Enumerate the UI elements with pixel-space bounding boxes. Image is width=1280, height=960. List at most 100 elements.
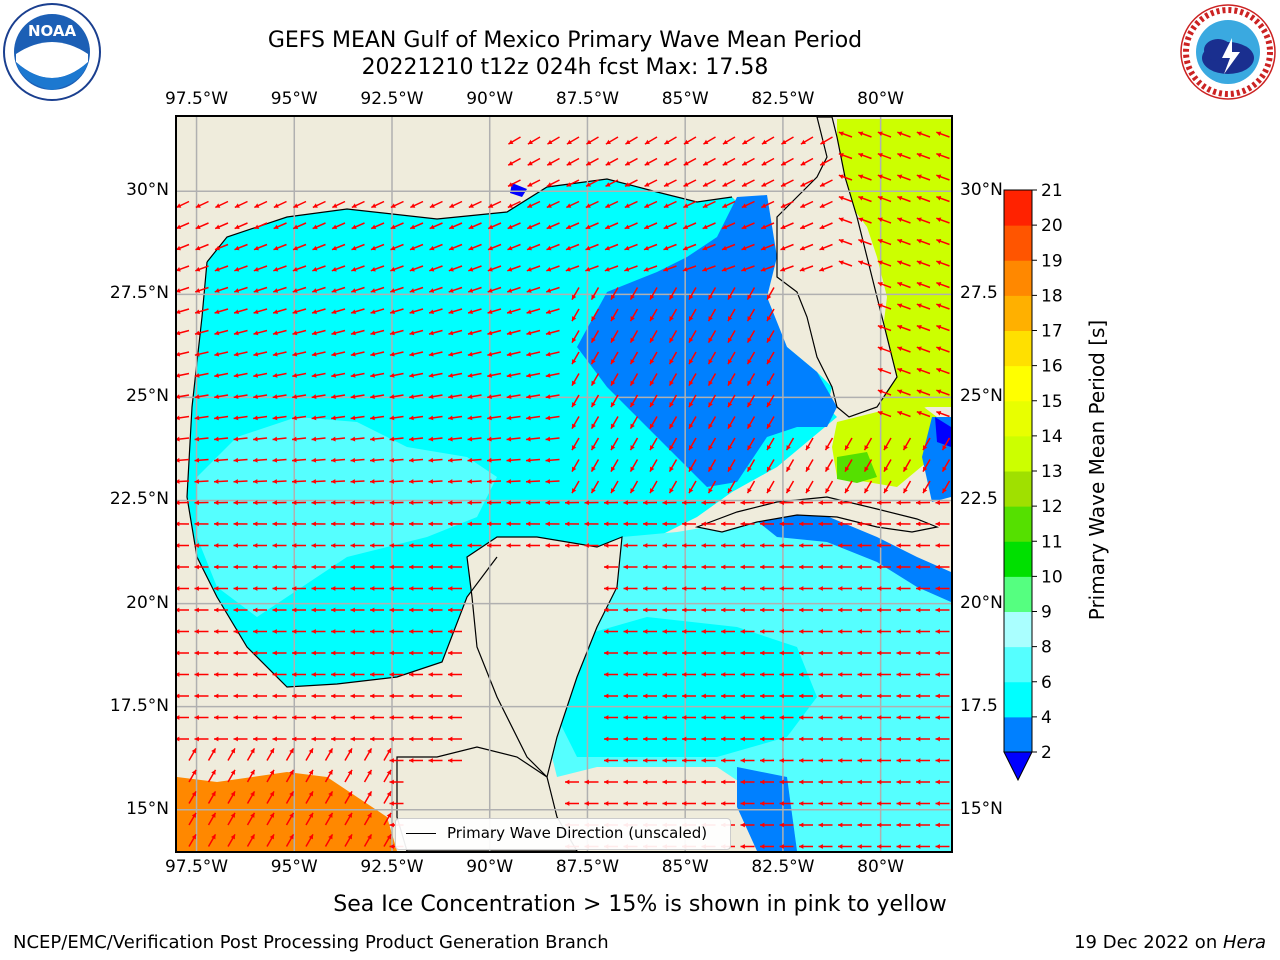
wave-arrow-head [650, 402, 655, 408]
wave-arrow-head [177, 500, 180, 506]
wave-arrow-head [308, 748, 313, 754]
wave-arrow-head [586, 139, 592, 145]
wave-arrow-head [448, 394, 453, 399]
wave-arrow-head [923, 488, 928, 494]
wave-arrow-head [630, 445, 635, 451]
wave-arrow-head [347, 748, 352, 754]
wave-arrow-head [722, 139, 728, 145]
wave-arrow-head [254, 245, 259, 251]
wave-arrow-head [857, 801, 862, 806]
wave-arrow-head [682, 758, 687, 763]
wave-arrow-head [767, 337, 772, 343]
wave-arrow-head [253, 500, 258, 506]
wave-arrow-head [689, 359, 694, 365]
wave-arrow-head [591, 337, 596, 343]
wave-arrow-head [819, 245, 825, 251]
wave-arrow-head [311, 650, 316, 656]
wave-arrow-head [664, 161, 670, 166]
wave-arrow-head [545, 373, 551, 378]
wave-arrow-head [347, 834, 352, 840]
wave-arrow-head [747, 423, 752, 429]
wave-arrow-head [527, 203, 533, 208]
wave-arrow-head [722, 245, 727, 251]
wave-arrow-head [896, 629, 901, 634]
wave-arrow-head [389, 521, 394, 527]
wave-arrow-head [650, 359, 655, 365]
wave-arrow-head [604, 521, 609, 527]
lat-tick-label-right: 30°N [960, 180, 1003, 201]
wave-arrow-head [935, 500, 940, 506]
wave-arrow-head [708, 488, 713, 494]
wave-arrow-head [740, 607, 745, 613]
wave-arrow-head [630, 316, 635, 322]
wave-arrow-head [740, 564, 745, 570]
wave-arrow-head [896, 543, 901, 548]
wave-arrow-head [760, 543, 765, 548]
wave-arrow-head [311, 543, 316, 548]
wave-arrow-head [650, 380, 655, 386]
wave-arrow-head [331, 351, 337, 357]
wave-arrow-head [799, 521, 804, 527]
wave-arrow-head [760, 779, 765, 785]
wave-arrow-head [605, 182, 611, 187]
wave-arrow-head [367, 748, 372, 754]
wave-arrow-head [779, 758, 784, 763]
wave-arrow-head [591, 359, 596, 365]
wave-arrow-head [428, 650, 433, 656]
wave-arrow-head [845, 488, 850, 494]
wave-arrow-head [742, 182, 748, 187]
wave-arrow-head [800, 161, 806, 166]
wave-arrow-head [350, 715, 355, 720]
wave-arrow-head [449, 203, 455, 208]
wave-arrow-head [819, 267, 825, 272]
wave-arrow-head [701, 715, 706, 720]
wave-arrow-head [845, 445, 850, 451]
lon-tick-label-top: 80°W [857, 89, 905, 109]
wave-arrow-head [605, 161, 611, 166]
colorbar-tick-label: 17 [1041, 322, 1063, 342]
wave-arrow-head [253, 394, 258, 399]
map-panel [175, 115, 953, 853]
wave-arrow-head [683, 245, 688, 251]
wave-arrow-head [386, 834, 391, 840]
wave-arrow-head [896, 650, 901, 656]
wave-arrow-head [292, 607, 297, 613]
wave-arrow-head [250, 748, 255, 754]
wave-arrow-head [662, 650, 667, 656]
wave-arrow-head [331, 267, 337, 272]
wave-arrow-head [468, 224, 474, 230]
wave-arrow-head [214, 693, 219, 699]
wave-arrow-head [467, 436, 473, 442]
wave-arrow-head [650, 466, 655, 472]
wave-arrow-head [721, 715, 726, 720]
wave-arrow-head [311, 436, 317, 442]
wave-arrow-head [253, 436, 258, 442]
wave-arrow-head [389, 351, 395, 357]
wave-arrow-head [728, 316, 733, 322]
wave-arrow-head [857, 521, 862, 527]
wave-arrow-head [786, 445, 791, 451]
wave-arrow-head [800, 245, 805, 251]
wave-arrow-head [253, 629, 258, 634]
wave-arrow-head [877, 564, 882, 570]
wave-arrow-head [916, 715, 921, 720]
wave-arrow-head [488, 224, 494, 230]
wave-arrow-head [662, 736, 667, 742]
wave-arrow-head [683, 224, 689, 230]
wave-arrow-head [448, 629, 453, 634]
wave-arrow-head [467, 457, 473, 463]
wave-arrow-head [545, 543, 550, 548]
wave-arrow-head [177, 245, 181, 251]
wave-arrow-head [328, 791, 333, 797]
wave-arrow-head [572, 402, 577, 408]
wave-arrow-head [272, 351, 278, 357]
wave-arrow-head [350, 586, 355, 591]
wave-arrow-head [623, 586, 628, 591]
wave-arrow-head [585, 203, 591, 208]
wave-arrow-head [506, 394, 512, 399]
wave-arrow-head [820, 182, 826, 187]
wave-arrow-head [721, 736, 726, 742]
wave-arrow-head [253, 415, 258, 421]
wave-arrow-head [312, 245, 318, 251]
wave-arrow-head [487, 479, 492, 484]
